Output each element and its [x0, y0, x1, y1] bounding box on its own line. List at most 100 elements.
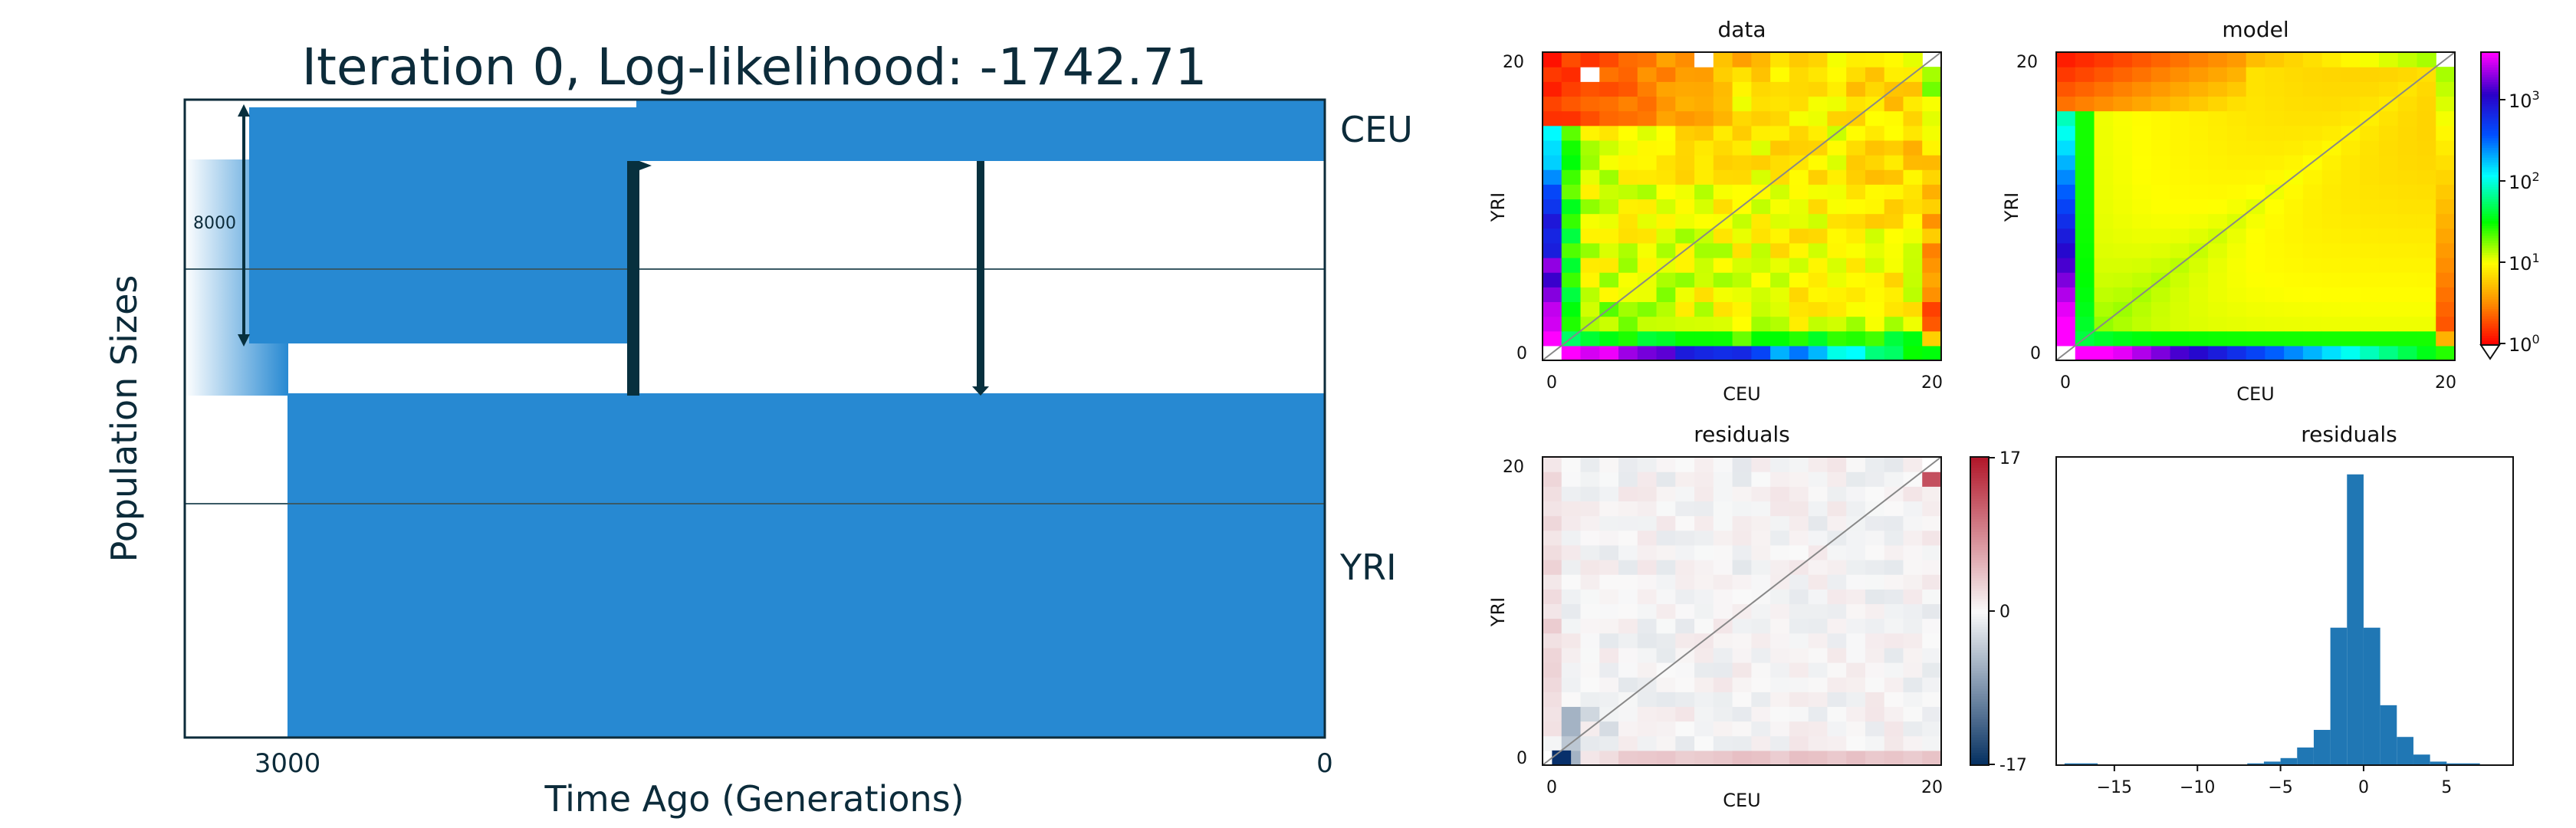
- heatmap-cell: [2113, 242, 2133, 258]
- heatmap-cell: [1694, 301, 1714, 317]
- heatmap-cell: [1580, 589, 1600, 605]
- heatmap-cell: [1732, 618, 1752, 634]
- heatmap-cell: [2094, 242, 2114, 258]
- heatmap-cell: [1599, 199, 1619, 215]
- histogram-tick-label: −15: [2097, 778, 2132, 797]
- heatmap-cell: [1903, 632, 1923, 649]
- heatmap-cell: [2302, 169, 2323, 185]
- heatmap-cell: [1637, 472, 1658, 487]
- colorbar-segment: [2481, 69, 2499, 73]
- residuals-diagonal: [1542, 456, 1942, 766]
- heatmap-cell: [2189, 125, 2209, 141]
- heatmap-cell: [1846, 530, 1866, 546]
- colorbar-segment: [1970, 693, 1989, 697]
- heatmap-cell: [1751, 242, 1771, 258]
- heatmap-cell: [1561, 125, 1582, 141]
- colorbar-segment: [1970, 531, 1989, 535]
- model-colorbar-tick-1000: 103: [2499, 88, 2540, 112]
- colorbar-segment: [2481, 130, 2499, 133]
- heatmap-cell: [1675, 574, 1695, 590]
- heatmap-cell: [1543, 330, 1562, 347]
- colorbar-segment: [2481, 154, 2499, 158]
- heatmap-cell: [1543, 589, 1562, 605]
- colorbar-segment: [1970, 547, 1989, 550]
- colorbar-segment: [2481, 169, 2499, 172]
- heatmap-cell: [1884, 345, 1904, 361]
- colorbar-segment: [1970, 665, 1989, 669]
- heatmap-cell: [2265, 287, 2285, 303]
- heatmap-cell: [2302, 272, 2323, 288]
- heatmap-cell: [2378, 199, 2399, 215]
- heatmap-cell: [1694, 677, 1714, 692]
- heatmap-cell: [1694, 330, 1714, 347]
- heatmap-cell: [1675, 544, 1695, 560]
- heatmap-cell: [1770, 110, 1790, 127]
- heatmap-cell: [1618, 140, 1638, 156]
- heatmap-cell: [2321, 96, 2342, 112]
- heatmap-cell: [1808, 258, 1829, 273]
- heatmap-cell: [2246, 140, 2266, 156]
- heatmap-cell: [2170, 96, 2190, 112]
- heatmap-cell: [2246, 228, 2266, 244]
- heatmap-cell: [2170, 81, 2190, 97]
- heatmap-cell: [2436, 67, 2456, 82]
- heatmap-cell: [1561, 301, 1582, 317]
- heatmap-cell: [1751, 472, 1771, 487]
- heatmap-cell: [1599, 258, 1619, 273]
- heatmap-cell: [1751, 258, 1771, 273]
- heatmap-cell: [1618, 228, 1638, 244]
- heatmap-cell: [1618, 169, 1638, 185]
- heatmap-cell: [1884, 574, 1904, 590]
- colorbar-segment: [1970, 490, 1989, 494]
- colorbar-segment: [2481, 235, 2499, 238]
- heatmap-cell: [2075, 125, 2095, 141]
- colorbar-segment: [2481, 147, 2499, 151]
- heatmap-cell: [2341, 345, 2361, 361]
- heatmap-cell: [1694, 692, 1714, 708]
- heatmap-cell: [1903, 662, 1923, 678]
- heatmap-cell: [2284, 199, 2304, 215]
- heatmap-cell: [1846, 81, 1866, 97]
- heatmap-cell: [1637, 692, 1658, 708]
- heatmap-cell: [1694, 706, 1714, 722]
- heatmap-cell: [2150, 301, 2171, 317]
- heatmap-cell: [1561, 486, 1582, 502]
- heatmap-cell: [1922, 184, 1942, 200]
- colorbar-segment: [1970, 467, 1989, 471]
- colorbar-segment: [1970, 465, 1989, 468]
- heatmap-cell: [2075, 272, 2095, 288]
- colorbar-segment: [1970, 524, 1989, 527]
- heatmap-cell: [1713, 301, 1733, 317]
- heatmap-cell: [1637, 330, 1658, 347]
- colorbar-segment: [1970, 613, 1989, 617]
- heatmap-cell: [1675, 677, 1695, 692]
- heatmap-cell: [1618, 530, 1638, 546]
- heatmap-cell: [1865, 242, 1885, 258]
- heatmap-cell: [1884, 647, 1904, 663]
- heatmap-cell: [2397, 345, 2418, 361]
- heatmap-cell: [2417, 140, 2436, 156]
- colorbar-segment: [2481, 152, 2499, 156]
- heatmap-cell: [2132, 316, 2152, 332]
- heatmap-cell: [1713, 750, 1733, 766]
- heatmap-cell: [1751, 287, 1771, 303]
- heatmap-cell: [2378, 52, 2399, 67]
- heatmap-cell: [1865, 258, 1885, 273]
- heatmap-cell: [2094, 258, 2114, 273]
- heatmap-cell: [1656, 544, 1676, 560]
- heatmap-cell: [1922, 692, 1942, 708]
- heatmap-cell: [1789, 96, 1809, 112]
- colorbar-segment: [1970, 685, 1989, 689]
- heatmap-cell: [1599, 662, 1619, 678]
- heatmap-cell: [1580, 486, 1600, 502]
- heatmap-cell: [2094, 330, 2114, 347]
- heatmap-cell: [1713, 632, 1733, 649]
- heatmap-cell: [1618, 544, 1638, 560]
- histogram-title: residuals: [2301, 422, 2397, 447]
- heatmap-cell: [1675, 603, 1695, 619]
- heatmap-cell: [1561, 228, 1582, 244]
- heatmap-cell: [1922, 677, 1942, 692]
- heatmap-cell: [2302, 81, 2323, 97]
- heatmap-cell: [1865, 618, 1885, 634]
- heatmap-cell: [1827, 472, 1847, 487]
